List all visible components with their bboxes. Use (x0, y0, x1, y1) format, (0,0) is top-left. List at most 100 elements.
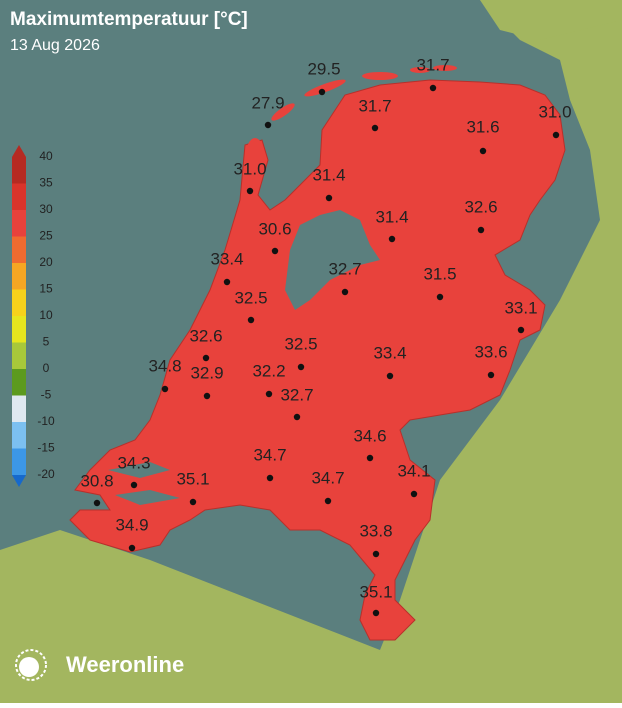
station-dot (247, 316, 255, 324)
station-dot (266, 474, 274, 482)
station-value: 30.6 (258, 219, 291, 238)
island (245, 138, 265, 182)
station-dot (318, 88, 326, 96)
station-dot (410, 490, 418, 498)
station-value: 33.1 (504, 298, 537, 317)
station-dot (372, 609, 380, 617)
brand: Weeronline (66, 652, 184, 677)
station-dot (189, 498, 197, 506)
station-dot (479, 147, 487, 155)
legend-cap (12, 475, 26, 487)
station-dot (202, 354, 210, 362)
station-dot (487, 371, 495, 379)
station-dot (128, 544, 136, 552)
station-value: 29.5 (307, 59, 340, 78)
legend-band (12, 236, 26, 263)
legend-tick-label: -15 (37, 441, 55, 455)
legend-tick-label: 40 (39, 149, 53, 163)
station-dot (372, 550, 380, 558)
station-dot (366, 454, 374, 462)
station-value: 34.8 (148, 356, 181, 375)
island (410, 67, 430, 73)
station-value: 34.7 (253, 445, 286, 464)
legend-cap (12, 145, 26, 157)
station-value: 31.5 (423, 264, 456, 283)
station-dot (161, 385, 169, 393)
legend-band (12, 342, 26, 369)
station-value: 32.7 (280, 385, 313, 404)
station-dot (436, 293, 444, 301)
legend-band (12, 263, 26, 290)
station-value: 33.6 (474, 342, 507, 361)
station-value: 34.9 (115, 515, 148, 534)
station-dot (223, 278, 231, 286)
station-value: 31.4 (375, 207, 408, 226)
legend: 40 35 30 25 20 15 10 5 0 -5 -10 -15 -20 (12, 145, 55, 487)
station-dot (341, 288, 349, 296)
station-value: 32.6 (464, 197, 497, 216)
station-value: 30.8 (80, 471, 113, 490)
station-value: 32.6 (189, 326, 222, 345)
station-value: 33.4 (373, 343, 406, 362)
island (304, 79, 346, 97)
legend-band (12, 210, 26, 237)
legend-tick-label: -5 (41, 388, 52, 402)
station-dot (265, 390, 273, 398)
station-value: 31.7 (358, 96, 391, 115)
station-value: 32.2 (252, 361, 285, 380)
legend-tick-label: 10 (39, 308, 53, 322)
station-dot (552, 131, 560, 139)
station-value: 32.7 (328, 259, 361, 278)
legend-band (12, 316, 26, 343)
legend-band (12, 395, 26, 422)
station-value: 33.8 (359, 521, 392, 540)
station-dot (297, 363, 305, 371)
legend-tick-label: 25 (39, 229, 53, 243)
island (271, 103, 295, 121)
lake (285, 210, 380, 310)
legend-tick-label: 5 (43, 335, 50, 349)
station-value: 34.6 (353, 426, 386, 445)
station-value: 32.9 (190, 363, 223, 382)
station-value: 31.6 (466, 117, 499, 136)
legend-tick-label: 20 (39, 255, 53, 269)
station-value: 33.4 (210, 249, 243, 268)
logo-ring (15, 649, 47, 681)
station-dot (130, 481, 138, 489)
logo-sun (19, 657, 39, 677)
legend-band (12, 157, 26, 184)
legend-tick-label: 15 (39, 282, 53, 296)
station-value: 34.1 (397, 461, 430, 480)
logo: Weeronline (15, 649, 184, 681)
island (433, 65, 457, 71)
station-dot (271, 247, 279, 255)
station-value: 31.0 (233, 159, 266, 178)
station-dot (203, 392, 211, 400)
legend-band (12, 183, 26, 210)
station-dot (517, 326, 525, 334)
date: 13 Aug 2026 (10, 37, 100, 54)
station-value: 35.1 (359, 582, 392, 601)
station-dot (93, 499, 101, 507)
station-dot (324, 497, 332, 505)
island (362, 72, 398, 80)
station-dot (386, 372, 394, 380)
title: Maximumtemperatuur [°C] (10, 9, 248, 30)
station-value: 32.5 (234, 288, 267, 307)
legend-band (12, 448, 26, 475)
legend-tick-label: 30 (39, 202, 53, 216)
station-value: 34.3 (117, 453, 150, 472)
station-dot (388, 235, 396, 243)
station-dot (477, 226, 485, 234)
legend-tick-label: 35 (39, 176, 53, 190)
station-value: 35.1 (176, 469, 209, 488)
station-value: 27.9 (251, 93, 284, 112)
station-dot (246, 187, 254, 195)
station-value: 34.7 (311, 468, 344, 487)
station-dot (429, 84, 437, 92)
legend-band (12, 289, 26, 316)
legend-tick-label: 0 (43, 361, 50, 375)
legend-band (12, 369, 26, 396)
